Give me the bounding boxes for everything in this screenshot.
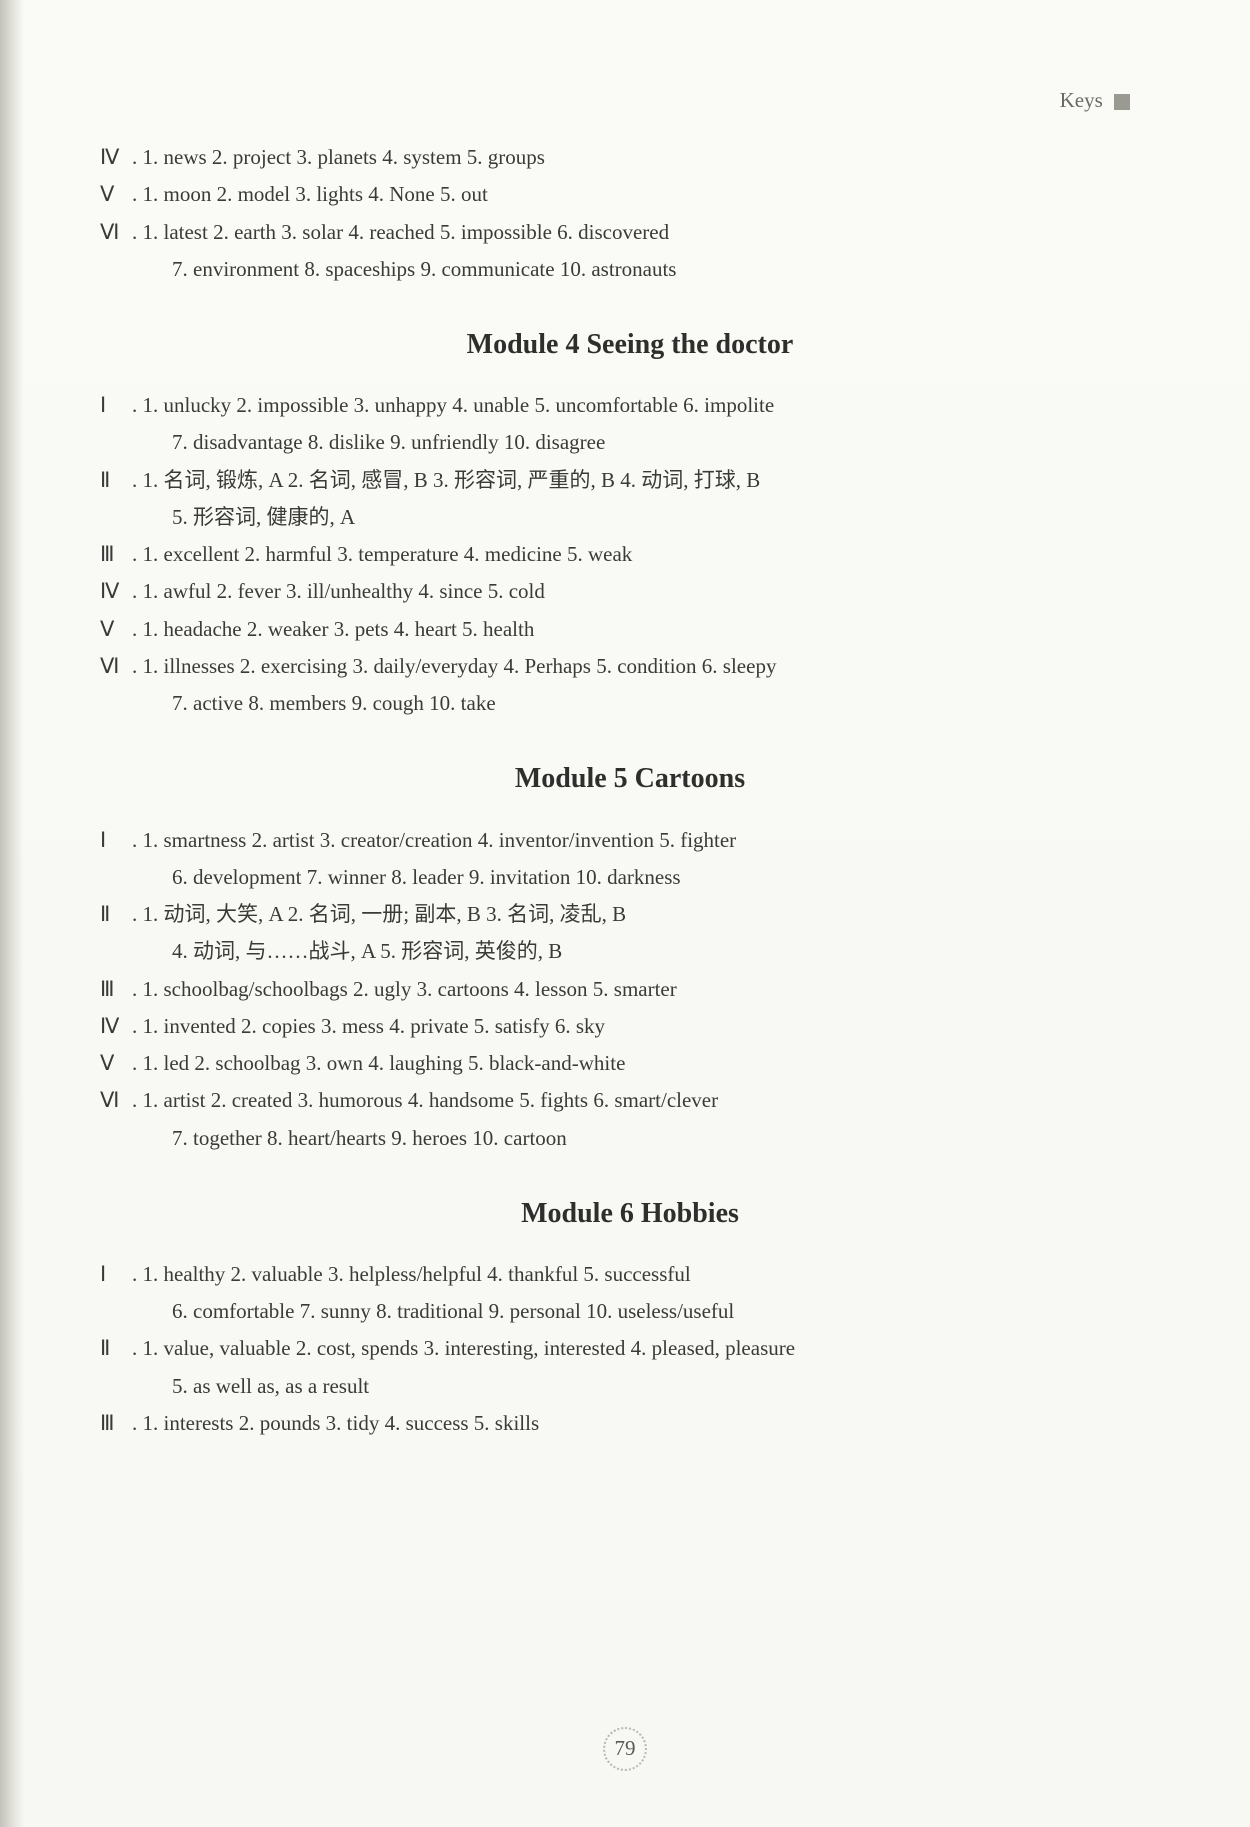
answer-line: Ⅳ. 1. awful 2. fever 3. ill/unhealthy 4.… bbox=[100, 574, 1160, 609]
answer-text: . 1. led 2. schoolbag 3. own 4. laughing… bbox=[132, 1051, 625, 1075]
answer-line: Ⅴ. 1. led 2. schoolbag 3. own 4. laughin… bbox=[100, 1046, 1160, 1081]
roman-numeral: Ⅴ bbox=[100, 612, 132, 647]
answer-line: Ⅲ. 1. schoolbag/schoolbags 2. ugly 3. ca… bbox=[100, 972, 1160, 1007]
answer-text: . 1. news 2. project 3. planets 4. syste… bbox=[132, 145, 545, 169]
binding-shadow bbox=[0, 0, 24, 1827]
answer-text: . 1. 名词, 锻炼, A 2. 名词, 感冒, B 3. 形容词, 严重的,… bbox=[132, 468, 760, 492]
module-4-title: Module 4 Seeing the doctor bbox=[100, 321, 1160, 368]
page-number-value: 79 bbox=[603, 1727, 647, 1771]
answer-line: Ⅱ. 1. value, valuable 2. cost, spends 3.… bbox=[100, 1331, 1160, 1366]
answer-line-cont: 5. as well as, as a result bbox=[100, 1369, 1160, 1404]
answer-text: . 1. moon 2. model 3. lights 4. None 5. … bbox=[132, 182, 488, 206]
header-box-icon bbox=[1114, 94, 1130, 110]
answer-line: Ⅲ. 1. interests 2. pounds 3. tidy 4. suc… bbox=[100, 1406, 1160, 1441]
answer-text: . 1. latest 2. earth 3. solar 4. reached… bbox=[132, 220, 669, 244]
module-6-title: Module 6 Hobbies bbox=[100, 1190, 1160, 1237]
answer-text: . 1. interests 2. pounds 3. tidy 4. succ… bbox=[132, 1411, 539, 1435]
answer-text: . 1. headache 2. weaker 3. pets 4. heart… bbox=[132, 617, 534, 641]
answer-text: . 1. excellent 2. harmful 3. temperature… bbox=[132, 542, 632, 566]
answer-line-cont: 7. together 8. heart/hearts 9. heroes 10… bbox=[100, 1121, 1160, 1156]
answer-line-cont: 7. environment 8. spaceships 9. communic… bbox=[100, 252, 1160, 287]
roman-numeral: Ⅴ bbox=[100, 177, 132, 212]
answer-line-cont: 5. 形容词, 健康的, A bbox=[100, 500, 1160, 535]
roman-numeral: Ⅰ bbox=[100, 1257, 132, 1292]
roman-numeral: Ⅲ bbox=[100, 1406, 132, 1441]
answer-text: . 1. artist 2. created 3. humorous 4. ha… bbox=[132, 1088, 718, 1112]
roman-numeral: Ⅲ bbox=[100, 537, 132, 572]
roman-numeral: Ⅱ bbox=[100, 463, 132, 498]
header-label: Keys bbox=[1060, 88, 1103, 112]
roman-numeral: Ⅱ bbox=[100, 1331, 132, 1366]
content: Ⅳ. 1. news 2. project 3. planets 4. syst… bbox=[100, 140, 1160, 1441]
roman-numeral: Ⅵ bbox=[100, 215, 132, 250]
answer-line: Ⅳ. 1. news 2. project 3. planets 4. syst… bbox=[100, 140, 1160, 175]
answer-text: . 1. invented 2. copies 3. mess 4. priva… bbox=[132, 1014, 605, 1038]
answer-line: Ⅰ. 1. healthy 2. valuable 3. helpless/he… bbox=[100, 1257, 1160, 1292]
answer-text: . 1. awful 2. fever 3. ill/unhealthy 4. … bbox=[132, 579, 545, 603]
answer-line: Ⅴ. 1. headache 2. weaker 3. pets 4. hear… bbox=[100, 612, 1160, 647]
answer-line-cont: 4. 动词, 与……战斗, A 5. 形容词, 英俊的, B bbox=[100, 934, 1160, 969]
answer-line: Ⅵ. 1. illnesses 2. exercising 3. daily/e… bbox=[100, 649, 1160, 684]
roman-numeral: Ⅲ bbox=[100, 972, 132, 1007]
answer-line-cont: 6. comfortable 7. sunny 8. traditional 9… bbox=[100, 1294, 1160, 1329]
roman-numeral: Ⅵ bbox=[100, 649, 132, 684]
answer-text: . 1. illnesses 2. exercising 3. daily/ev… bbox=[132, 654, 776, 678]
page: Keys Ⅳ. 1. news 2. project 3. planets 4.… bbox=[0, 0, 1250, 1827]
roman-numeral: Ⅵ bbox=[100, 1083, 132, 1118]
answer-line: Ⅵ. 1. latest 2. earth 3. solar 4. reache… bbox=[100, 215, 1160, 250]
answer-text: . 1. healthy 2. valuable 3. helpless/hel… bbox=[132, 1262, 691, 1286]
answer-line: Ⅴ. 1. moon 2. model 3. lights 4. None 5.… bbox=[100, 177, 1160, 212]
answer-line: Ⅰ. 1. unlucky 2. impossible 3. unhappy 4… bbox=[100, 388, 1160, 423]
answer-line: Ⅲ. 1. excellent 2. harmful 3. temperatur… bbox=[100, 537, 1160, 572]
roman-numeral: Ⅳ bbox=[100, 1009, 132, 1044]
answer-text: . 1. 动词, 大笑, A 2. 名词, 一册; 副本, B 3. 名词, 凌… bbox=[132, 902, 626, 926]
page-number: 79 bbox=[0, 1727, 1250, 1771]
answer-line: Ⅱ. 1. 动词, 大笑, A 2. 名词, 一册; 副本, B 3. 名词, … bbox=[100, 897, 1160, 932]
answer-line: Ⅵ. 1. artist 2. created 3. humorous 4. h… bbox=[100, 1083, 1160, 1118]
roman-numeral: Ⅳ bbox=[100, 574, 132, 609]
header-keys: Keys bbox=[1060, 88, 1130, 113]
roman-numeral: Ⅴ bbox=[100, 1046, 132, 1081]
answer-line-cont: 7. active 8. members 9. cough 10. take bbox=[100, 686, 1160, 721]
module-5-title: Module 5 Cartoons bbox=[100, 755, 1160, 802]
answer-line-cont: 6. development 7. winner 8. leader 9. in… bbox=[100, 860, 1160, 895]
answer-text: . 1. value, valuable 2. cost, spends 3. … bbox=[132, 1336, 795, 1360]
answer-text: . 1. schoolbag/schoolbags 2. ugly 3. car… bbox=[132, 977, 677, 1001]
roman-numeral: Ⅰ bbox=[100, 823, 132, 858]
answer-line: Ⅳ. 1. invented 2. copies 3. mess 4. priv… bbox=[100, 1009, 1160, 1044]
answer-line-cont: 7. disadvantage 8. dislike 9. unfriendly… bbox=[100, 425, 1160, 460]
answer-text: . 1. unlucky 2. impossible 3. unhappy 4.… bbox=[132, 393, 774, 417]
roman-numeral: Ⅳ bbox=[100, 140, 132, 175]
roman-numeral: Ⅰ bbox=[100, 388, 132, 423]
answer-text: . 1. smartness 2. artist 3. creator/crea… bbox=[132, 828, 736, 852]
answer-line: Ⅱ. 1. 名词, 锻炼, A 2. 名词, 感冒, B 3. 形容词, 严重的… bbox=[100, 463, 1160, 498]
roman-numeral: Ⅱ bbox=[100, 897, 132, 932]
answer-line: Ⅰ. 1. smartness 2. artist 3. creator/cre… bbox=[100, 823, 1160, 858]
